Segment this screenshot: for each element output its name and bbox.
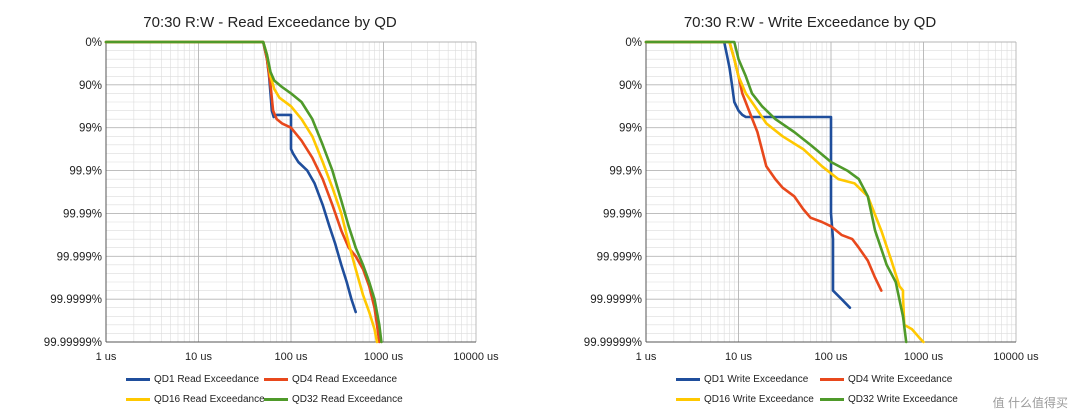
legend-item-qd1: QD1 Write Exceedance <box>676 374 808 385</box>
x-tick-label: 1000 us <box>364 351 404 363</box>
series-line-qd32 <box>644 40 908 344</box>
x-tick-label: 1 us <box>636 351 657 363</box>
y-tick-label: 99.99% <box>603 208 642 220</box>
legend-label: QD16 Read Exceedance <box>154 394 265 405</box>
series-line-qd32 <box>104 40 383 344</box>
y-tick-label: 0% <box>625 37 642 49</box>
legend: QD1 Read Exceedance QD4 Read Exceedance … <box>0 370 540 410</box>
y-tick-label: 99.9999% <box>590 294 642 306</box>
legend-label: QD4 Read Exceedance <box>292 374 398 385</box>
legend-item-qd16: QD16 Write Exceedance <box>676 394 814 405</box>
legend-label: QD1 Write Exceedance <box>704 374 809 385</box>
legend: QD1 Write Exceedance QD4 Write Exceedanc… <box>540 370 1080 410</box>
legend-swatch <box>264 397 288 401</box>
y-tick-label: 0% <box>85 37 102 49</box>
chart-title: 70:30 R:W - Write Exceedance by QD <box>683 14 937 31</box>
y-tick-label: 99.9% <box>69 166 102 178</box>
y-tick-label: 99.9% <box>609 166 642 178</box>
legend-item-qd16: QD16 Read Exceedance <box>126 394 265 405</box>
legend-item-qd4: QD4 Read Exceedance <box>264 374 397 385</box>
write-exceedance-chart: 1 us 10 us 100 us 1000 us 10000 us 0% 90% 99% 99… <box>584 37 1039 363</box>
legend-swatch <box>676 397 700 401</box>
series-line-qd16 <box>644 40 925 344</box>
x-tick-label: 100 us <box>814 351 848 363</box>
watermark: 值 什么值得买 <box>992 396 1068 410</box>
x-tick-label: 1 us <box>96 351 117 363</box>
y-tick-label: 99.99999% <box>584 337 642 349</box>
y-tick-label: 99.999% <box>597 251 642 263</box>
y-tick-label: 90% <box>619 80 642 92</box>
y-tick-label: 99.99% <box>63 208 102 220</box>
legend-swatch <box>820 377 844 381</box>
legend-swatch <box>126 397 150 401</box>
x-tick-label: 10 us <box>725 351 752 363</box>
x-tick-label: 10000 us <box>993 351 1039 363</box>
legend-swatch <box>264 377 288 381</box>
legend-label: QD16 Write Exceedance <box>704 394 814 405</box>
legend-label: QD32 Write Exceedance <box>848 394 958 405</box>
y-tick-label: 99.9999% <box>50 294 102 306</box>
read-exceedance-panel: 70:30 R:W - Read Exceedance by QD 1 us 10… <box>0 14 540 410</box>
x-tick-label: 100 us <box>274 351 308 363</box>
legend-swatch <box>126 377 150 381</box>
write-exceedance-panel: 70:30 R:W - Write Exceedance by QD 1 us 1… <box>540 0 1080 417</box>
y-tick-label: 99.999% <box>57 251 102 263</box>
legend-label: QD1 Read Exceedance <box>154 374 260 385</box>
legend-item-qd32: QD32 Write Exceedance <box>820 394 958 405</box>
x-tick-label: 10 us <box>185 351 212 363</box>
chart-title: 70:30 R:W - Read Exceedance by QD <box>143 14 397 31</box>
x-tick-label: 1000 us <box>904 351 944 363</box>
legend-label: QD32 Read Exceedance <box>292 394 403 405</box>
legend-swatch <box>676 377 700 381</box>
y-tick-label: 90% <box>79 80 102 92</box>
legend-label: QD4 Write Exceedance <box>848 374 953 385</box>
legend-item-qd1: QD1 Read Exceedance <box>126 374 259 385</box>
legend-item-qd32: QD32 Read Exceedance <box>264 394 403 405</box>
series-line-qd4 <box>104 40 381 344</box>
y-tick-label: 99.99999% <box>44 337 102 349</box>
y-tick-label: 99% <box>619 123 642 135</box>
legend-swatch <box>820 397 844 401</box>
y-tick-label: 99% <box>79 123 102 135</box>
legend-item-qd4: QD4 Write Exceedance <box>820 374 952 385</box>
x-tick-label: 10000 us <box>453 351 499 363</box>
read-exceedance-chart: 1 us 10 us 100 us 1000 us 10000 us 0% 90% 99% 99… <box>44 37 499 363</box>
